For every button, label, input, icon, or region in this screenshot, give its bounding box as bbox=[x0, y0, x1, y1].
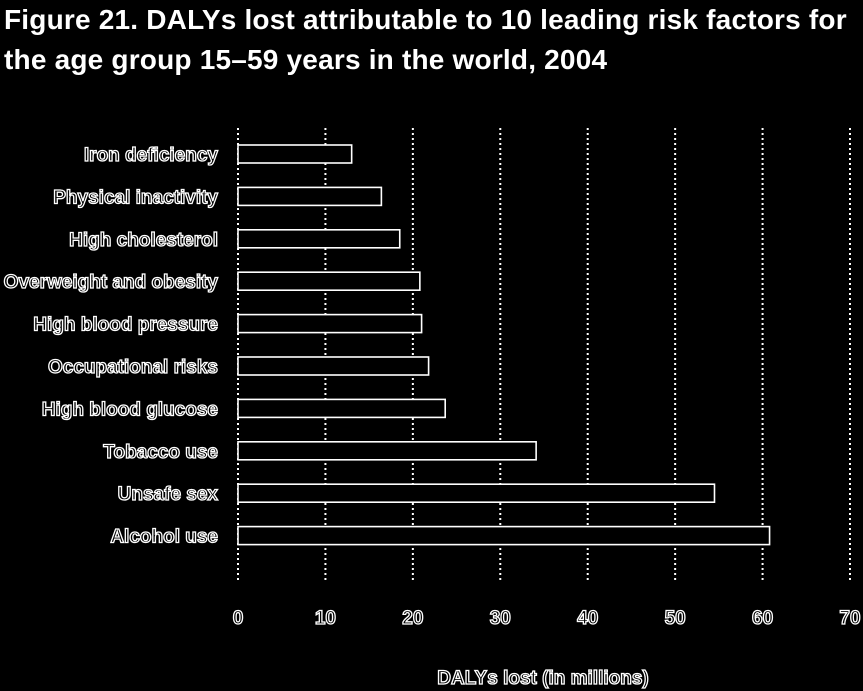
bar-alcohol-use bbox=[237, 525, 771, 546]
bar-tobacco-use bbox=[237, 440, 537, 461]
category-label-tobacco-use: Tobacco use bbox=[103, 442, 218, 463]
bar-overweight-and-obesity bbox=[237, 271, 421, 292]
bar-physical-inactivity bbox=[237, 186, 383, 207]
bar-high-cholesterol bbox=[237, 229, 401, 249]
bar-high-blood-pressure bbox=[237, 313, 423, 334]
category-label-unsafe-sex: Unsafe sex bbox=[118, 484, 219, 505]
x-tick-label-40: 40 bbox=[577, 608, 598, 629]
category-label-high-cholesterol: High cholesterol bbox=[69, 230, 218, 251]
category-label-overweight-and-obesity: Overweight and obesity bbox=[4, 272, 219, 293]
x-tick-label-60: 60 bbox=[752, 608, 773, 629]
category-label-occupational-risks: Occupational risks bbox=[48, 357, 218, 378]
category-label-physical-inactivity: Physical inactivity bbox=[53, 187, 218, 208]
category-label-alcohol-use: Alcohol use bbox=[110, 527, 218, 548]
x-tick-label-20: 20 bbox=[402, 608, 423, 629]
chart-title-line-1: Figure 21. DALYs lost attributable to 10… bbox=[4, 4, 847, 35]
bar-occupational-risks bbox=[237, 356, 430, 376]
x-tick-label-10: 10 bbox=[315, 608, 336, 629]
category-label-high-blood-glucose: High blood glucose bbox=[42, 399, 218, 420]
x-axis-label: DALYs lost (in millions) bbox=[437, 668, 649, 689]
x-tick-label-0: 0 bbox=[233, 608, 244, 629]
bar-high-blood-glucose bbox=[237, 398, 447, 419]
x-tick-label-30: 30 bbox=[490, 608, 511, 629]
bar-unsafe-sex bbox=[237, 483, 716, 504]
bars bbox=[237, 144, 771, 546]
x-tick-label-50: 50 bbox=[665, 608, 686, 629]
x-tick-label-70: 70 bbox=[839, 608, 860, 629]
chart-title-line-2: the age group 15–59 years in the world, … bbox=[4, 44, 607, 75]
category-label-high-blood-pressure: High blood pressure bbox=[33, 315, 218, 336]
category-label-iron-deficiency: Iron deficiency bbox=[84, 145, 219, 166]
bar-iron-deficiency bbox=[237, 144, 353, 164]
category-labels: Iron deficiency Physical inactivity High c… bbox=[3, 144, 219, 548]
x-tick-labels: 0 10 20 30 40 50 60 70 bbox=[232, 607, 861, 629]
